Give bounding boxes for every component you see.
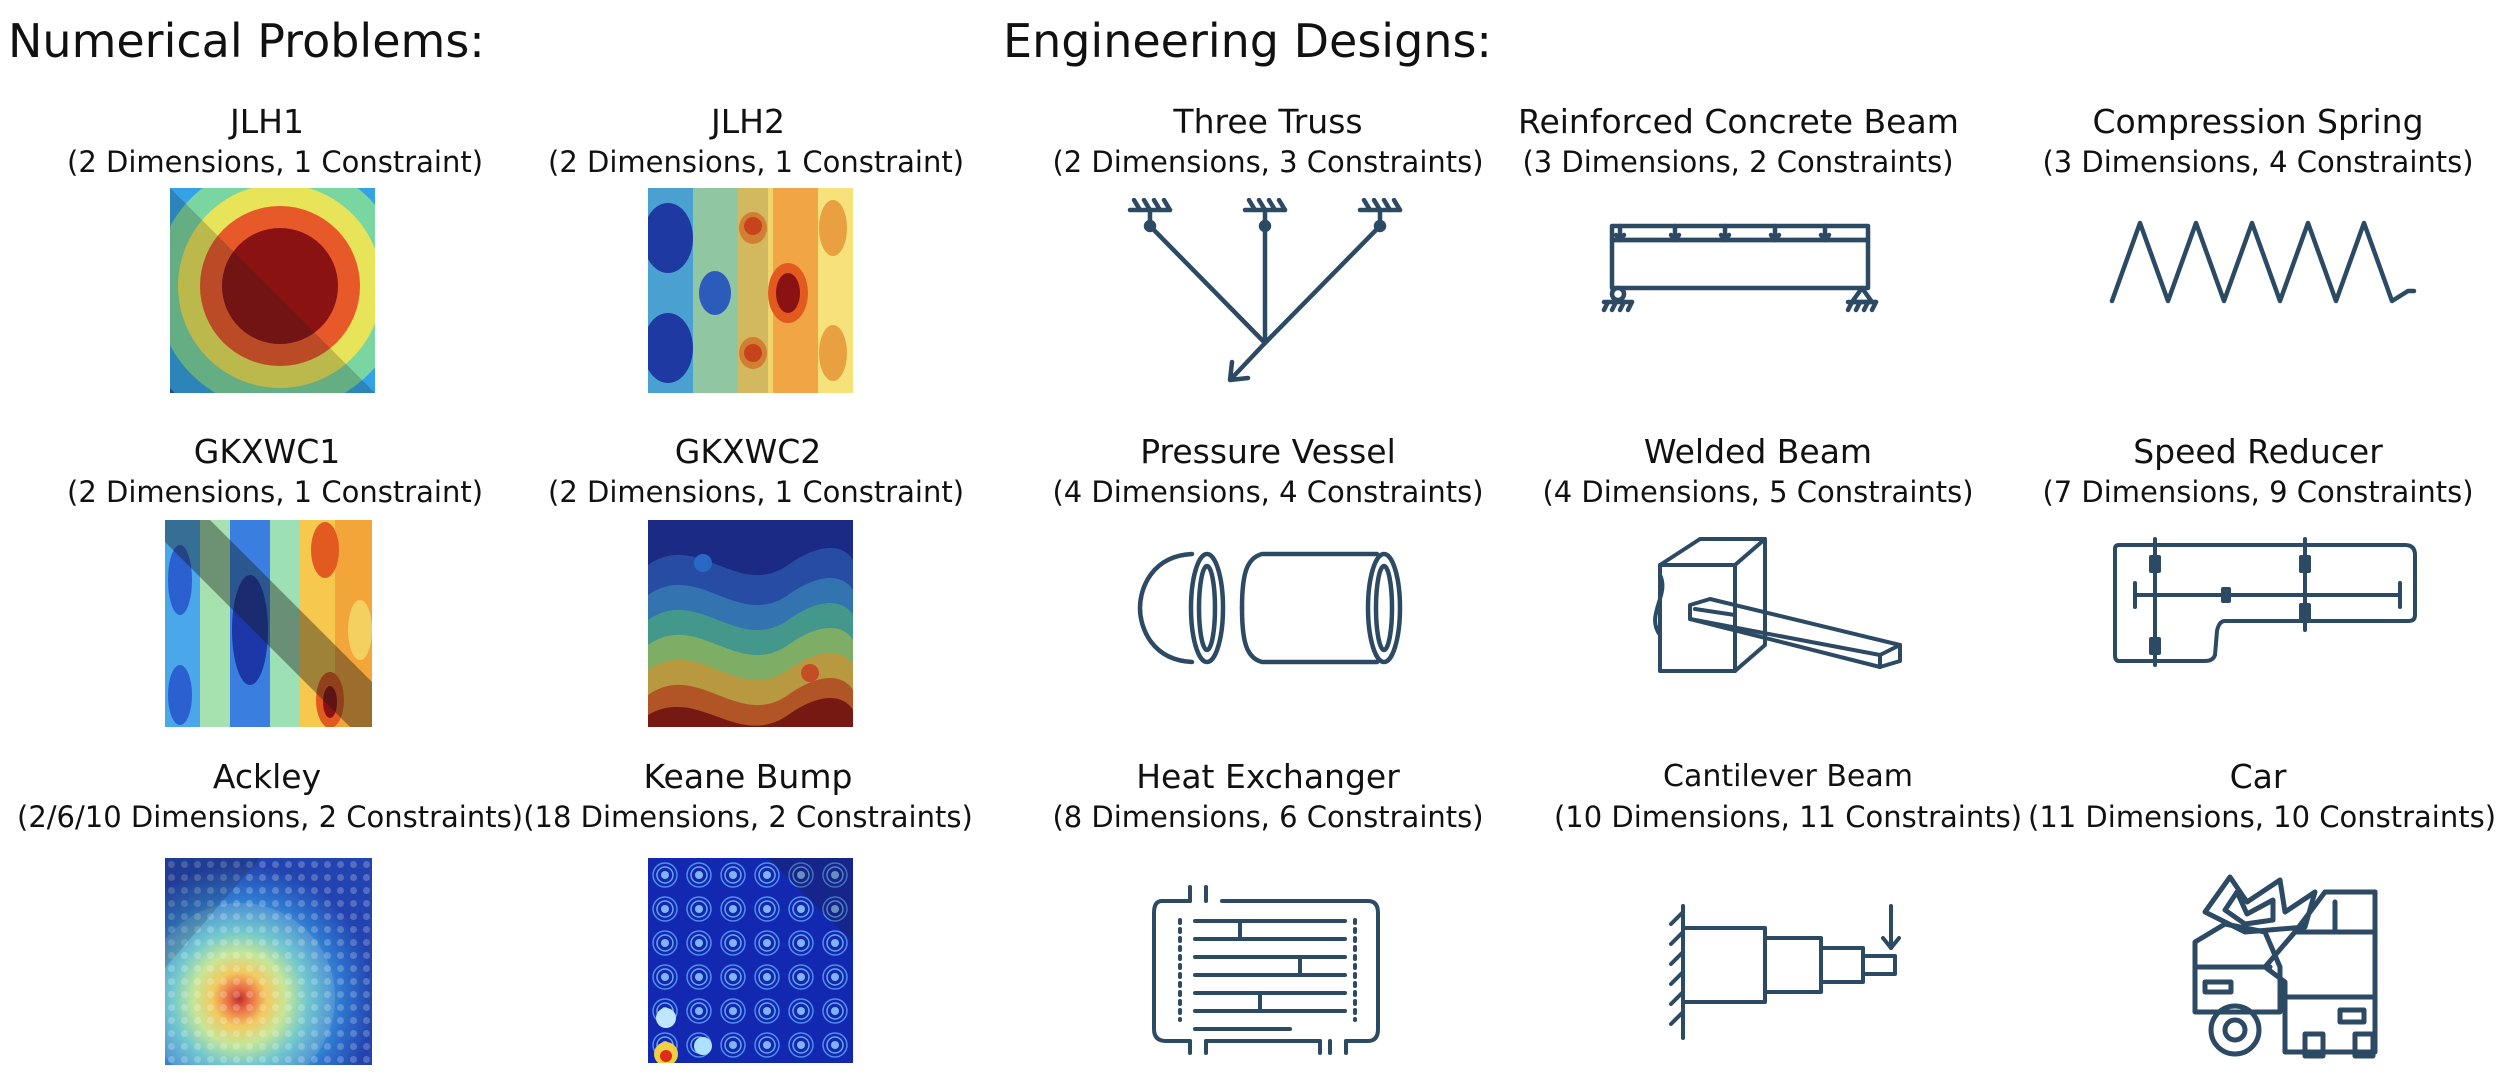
problem-info: (2 Dimensions, 1 Constraint) bbox=[67, 475, 484, 509]
design-card-three-truss: Three Truss (2 Dimensions, 3 Constraints… bbox=[1048, 102, 1488, 182]
problem-info: (2 Dimensions, 1 Constraint) bbox=[548, 145, 965, 179]
design-info: (7 Dimensions, 9 Constraints) bbox=[2042, 475, 2474, 509]
welded-beam-icon bbox=[1640, 535, 1920, 695]
gkxwc2-contour-plot bbox=[648, 520, 853, 727]
design-card-concrete-beam: Reinforced Concrete Beam (3 Dimensions, … bbox=[1518, 102, 1959, 182]
numerical-problems-title: Numerical Problems: bbox=[8, 14, 485, 68]
ackley-contour-plot bbox=[165, 858, 372, 1065]
design-card-cantilever-beam: Cantilever Beam (10 Dimensions, 11 Const… bbox=[1538, 757, 2038, 837]
design-name: Speed Reducer bbox=[2133, 432, 2383, 471]
design-info: (3 Dimensions, 4 Constraints) bbox=[2042, 145, 2474, 179]
design-info: (10 Dimensions, 11 Constraints) bbox=[1553, 800, 2023, 834]
car-crash-icon bbox=[2185, 872, 2385, 1062]
design-card-pressure-vessel: Pressure Vessel (4 Dimensions, 4 Constra… bbox=[1048, 432, 1488, 512]
problem-name: Ackley bbox=[212, 757, 322, 796]
design-card-compression-spring: Compression Spring (3 Dimensions, 4 Cons… bbox=[2038, 102, 2478, 182]
design-name: Car bbox=[2229, 757, 2287, 796]
design-name: Welded Beam bbox=[1643, 432, 1873, 471]
problem-name: JLH2 bbox=[711, 102, 785, 141]
design-info: (4 Dimensions, 4 Constraints) bbox=[1052, 475, 1484, 509]
design-info: (11 Dimensions, 10 Constraints) bbox=[2028, 800, 2497, 834]
heat-exchanger-icon bbox=[1150, 885, 1385, 1055]
design-info: (4 Dimensions, 5 Constraints) bbox=[1542, 475, 1974, 509]
numerical-card-gkxwc1: GKXWC1 (2 Dimensions, 1 Constraint) bbox=[67, 432, 484, 512]
numerical-card-keane-bump: Keane Bump (18 Dimensions, 2 Constraints… bbox=[523, 757, 973, 837]
design-name: Cantilever Beam bbox=[1663, 759, 1913, 794]
design-name: Compression Spring bbox=[2092, 102, 2424, 141]
problem-name: GKXWC2 bbox=[674, 432, 822, 471]
design-info: (2 Dimensions, 3 Constraints) bbox=[1052, 145, 1484, 179]
problem-info: (2/6/10 Dimensions, 2 Constraints) bbox=[17, 800, 524, 834]
problem-name: JLH1 bbox=[230, 102, 304, 141]
engineering-designs-title: Engineering Designs: bbox=[1003, 14, 1492, 68]
problem-info: (2 Dimensions, 1 Constraint) bbox=[548, 475, 965, 509]
problem-name: GKXWC1 bbox=[193, 432, 341, 471]
design-card-speed-reducer: Speed Reducer (7 Dimensions, 9 Constrain… bbox=[2038, 432, 2478, 512]
keane-bump-contour-plot bbox=[648, 858, 853, 1063]
jlh2-contour-plot bbox=[648, 188, 853, 393]
spring-icon bbox=[2108, 215, 2418, 305]
problem-name: Keane Bump bbox=[643, 757, 853, 796]
design-info: (8 Dimensions, 6 Constraints) bbox=[1052, 800, 1484, 834]
numerical-card-jlh1: JLH1 (2 Dimensions, 1 Constraint) bbox=[67, 102, 484, 182]
problem-info: (2 Dimensions, 1 Constraint) bbox=[67, 145, 484, 179]
design-name: Reinforced Concrete Beam bbox=[1518, 102, 1959, 141]
design-card-car: Car (11 Dimensions, 10 Constraints) bbox=[2028, 757, 2497, 837]
numerical-card-ackley: Ackley (2/6/10 Dimensions, 2 Constraints… bbox=[17, 757, 524, 837]
speed-reducer-icon bbox=[2105, 535, 2425, 670]
problem-info: (18 Dimensions, 2 Constraints) bbox=[523, 800, 973, 834]
three-truss-icon bbox=[1120, 198, 1420, 388]
gkxwc1-contour-plot bbox=[165, 520, 372, 727]
design-name: Heat Exchanger bbox=[1136, 757, 1400, 796]
design-card-welded-beam: Welded Beam (4 Dimensions, 5 Constraints… bbox=[1538, 432, 1978, 512]
concrete-beam-icon bbox=[1600, 218, 1880, 318]
design-card-heat-exchanger: Heat Exchanger (8 Dimensions, 6 Constrai… bbox=[1048, 757, 1488, 837]
design-name: Three Truss bbox=[1173, 102, 1363, 141]
jlh1-contour-plot bbox=[170, 188, 375, 393]
pressure-vessel-icon bbox=[1132, 548, 1412, 668]
numerical-card-jlh2: JLH2 (2 Dimensions, 1 Constraint) bbox=[548, 102, 965, 182]
design-info: (3 Dimensions, 2 Constraints) bbox=[1522, 145, 1954, 179]
numerical-card-gkxwc2: GKXWC2 (2 Dimensions, 1 Constraint) bbox=[548, 432, 965, 512]
design-name: Pressure Vessel bbox=[1140, 432, 1396, 471]
cantilever-beam-icon bbox=[1665, 898, 1905, 1043]
